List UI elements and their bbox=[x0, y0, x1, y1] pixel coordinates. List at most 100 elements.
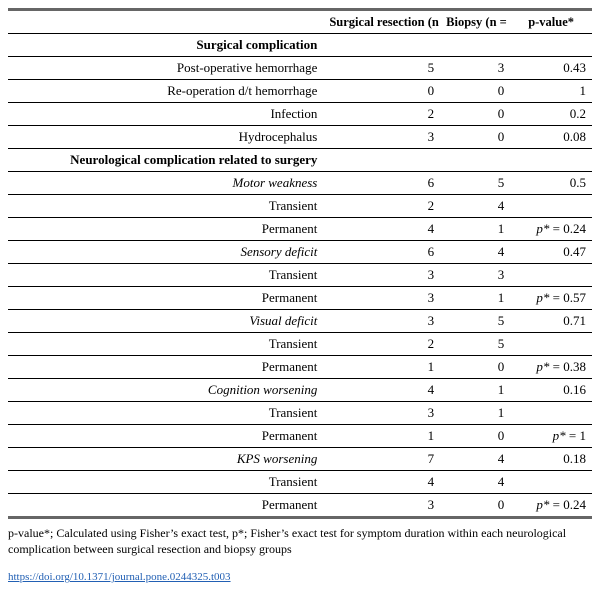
row-label: Sensory deficit bbox=[8, 241, 323, 264]
table-row: Cognition worsening410.16 bbox=[8, 379, 592, 402]
cell-pvalue bbox=[510, 264, 592, 287]
cell-biopsy: 1 bbox=[440, 287, 510, 310]
row-label: Neurological complication related to sur… bbox=[8, 149, 323, 172]
col-header-biopsy: Biopsy (n = 23) bbox=[440, 10, 510, 34]
cell-surgical: 5 bbox=[323, 57, 440, 80]
cell-pvalue: 0.47 bbox=[510, 241, 592, 264]
cell-surgical: 4 bbox=[323, 471, 440, 494]
table-row: Infection200.2 bbox=[8, 103, 592, 126]
table-row: Transient33 bbox=[8, 264, 592, 287]
cell-surgical: 1 bbox=[323, 356, 440, 379]
cell-biopsy: 3 bbox=[440, 264, 510, 287]
table-row: Permanent10p* = 0.38 bbox=[8, 356, 592, 379]
table-row: Visual deficit350.71 bbox=[8, 310, 592, 333]
cell-biopsy: 5 bbox=[440, 333, 510, 356]
cell-surgical: 3 bbox=[323, 287, 440, 310]
row-label: Post-operative hemorrhage bbox=[8, 57, 323, 80]
table-row: Re-operation d/t hemorrhage001 bbox=[8, 80, 592, 103]
cell-pvalue bbox=[510, 195, 592, 218]
table-row: Permanent31p* = 0.57 bbox=[8, 287, 592, 310]
table-row: Sensory deficit640.47 bbox=[8, 241, 592, 264]
cell-pvalue bbox=[510, 34, 592, 57]
cell-biopsy bbox=[440, 149, 510, 172]
row-label: Permanent bbox=[8, 425, 323, 448]
row-label: Transient bbox=[8, 471, 323, 494]
cell-surgical: 3 bbox=[323, 264, 440, 287]
cell-biopsy: 0 bbox=[440, 126, 510, 149]
col-header-surgical: Surgical resection (n = 19) bbox=[323, 10, 440, 34]
row-label: Surgical complication bbox=[8, 34, 323, 57]
cell-pvalue: 1 bbox=[510, 80, 592, 103]
cell-biopsy: 1 bbox=[440, 218, 510, 241]
cell-pvalue: 0.2 bbox=[510, 103, 592, 126]
cell-biopsy: 5 bbox=[440, 310, 510, 333]
doi-link[interactable]: https://doi.org/10.1371/journal.pone.024… bbox=[8, 571, 231, 583]
cell-pvalue bbox=[510, 333, 592, 356]
cell-surgical: 4 bbox=[323, 379, 440, 402]
cell-pvalue: 0.16 bbox=[510, 379, 592, 402]
row-label: Transient bbox=[8, 402, 323, 425]
cell-biopsy: 4 bbox=[440, 241, 510, 264]
cell-surgical: 6 bbox=[323, 241, 440, 264]
cell-surgical: 2 bbox=[323, 195, 440, 218]
doi: https://doi.org/10.1371/journal.pone.024… bbox=[8, 571, 592, 583]
cell-biopsy: 0 bbox=[440, 494, 510, 518]
cell-pvalue: 0.71 bbox=[510, 310, 592, 333]
cell-biopsy: 1 bbox=[440, 379, 510, 402]
row-label: Infection bbox=[8, 103, 323, 126]
table-row: Permanent41p* = 0.24 bbox=[8, 218, 592, 241]
cell-pvalue: p* = 0.57 bbox=[510, 287, 592, 310]
cell-pvalue: 0.18 bbox=[510, 448, 592, 471]
cell-surgical: 0 bbox=[323, 80, 440, 103]
cell-biopsy: 4 bbox=[440, 448, 510, 471]
cell-pvalue: 0.08 bbox=[510, 126, 592, 149]
cell-pvalue: p* = 0.24 bbox=[510, 218, 592, 241]
table-body: Surgical complicationPost-operative hemo… bbox=[8, 34, 592, 518]
cell-surgical: 3 bbox=[323, 494, 440, 518]
row-label: Visual deficit bbox=[8, 310, 323, 333]
table-row: Hydrocephalus300.08 bbox=[8, 126, 592, 149]
cell-pvalue: 0.43 bbox=[510, 57, 592, 80]
row-label: Cognition worsening bbox=[8, 379, 323, 402]
cell-biopsy: 0 bbox=[440, 356, 510, 379]
cell-surgical: 2 bbox=[323, 333, 440, 356]
row-label: Re-operation d/t hemorrhage bbox=[8, 80, 323, 103]
cell-biopsy: 3 bbox=[440, 57, 510, 80]
table-row: KPS worsening740.18 bbox=[8, 448, 592, 471]
cell-pvalue: p* = 0.38 bbox=[510, 356, 592, 379]
col-header-blank bbox=[8, 10, 323, 34]
col-header-pvalue: p-value* bbox=[510, 10, 592, 34]
row-label: Motor weakness bbox=[8, 172, 323, 195]
table-row: Neurological complication related to sur… bbox=[8, 149, 592, 172]
complications-table: Surgical resection (n = 19) Biopsy (n = … bbox=[8, 8, 592, 519]
table-row: Motor weakness650.5 bbox=[8, 172, 592, 195]
cell-biopsy: 4 bbox=[440, 195, 510, 218]
cell-biopsy: 0 bbox=[440, 425, 510, 448]
table-row: Transient31 bbox=[8, 402, 592, 425]
row-label: KPS worsening bbox=[8, 448, 323, 471]
row-label: Permanent bbox=[8, 218, 323, 241]
row-label: Transient bbox=[8, 333, 323, 356]
cell-surgical: 3 bbox=[323, 402, 440, 425]
cell-surgical: 4 bbox=[323, 218, 440, 241]
table-row: Permanent10p* = 1 bbox=[8, 425, 592, 448]
cell-pvalue bbox=[510, 149, 592, 172]
row-label: Transient bbox=[8, 264, 323, 287]
cell-surgical: 1 bbox=[323, 425, 440, 448]
row-label: Permanent bbox=[8, 287, 323, 310]
cell-biopsy bbox=[440, 34, 510, 57]
cell-surgical: 3 bbox=[323, 126, 440, 149]
table-header: Surgical resection (n = 19) Biopsy (n = … bbox=[8, 10, 592, 34]
cell-biopsy: 0 bbox=[440, 80, 510, 103]
cell-surgical: 6 bbox=[323, 172, 440, 195]
table-row: Post-operative hemorrhage530.43 bbox=[8, 57, 592, 80]
cell-surgical: 7 bbox=[323, 448, 440, 471]
table-row: Transient44 bbox=[8, 471, 592, 494]
row-label: Transient bbox=[8, 195, 323, 218]
row-label: Permanent bbox=[8, 356, 323, 379]
cell-pvalue bbox=[510, 402, 592, 425]
table-row: Permanent30p* = 0.24 bbox=[8, 494, 592, 518]
row-label: Permanent bbox=[8, 494, 323, 518]
cell-biopsy: 1 bbox=[440, 402, 510, 425]
cell-surgical bbox=[323, 149, 440, 172]
